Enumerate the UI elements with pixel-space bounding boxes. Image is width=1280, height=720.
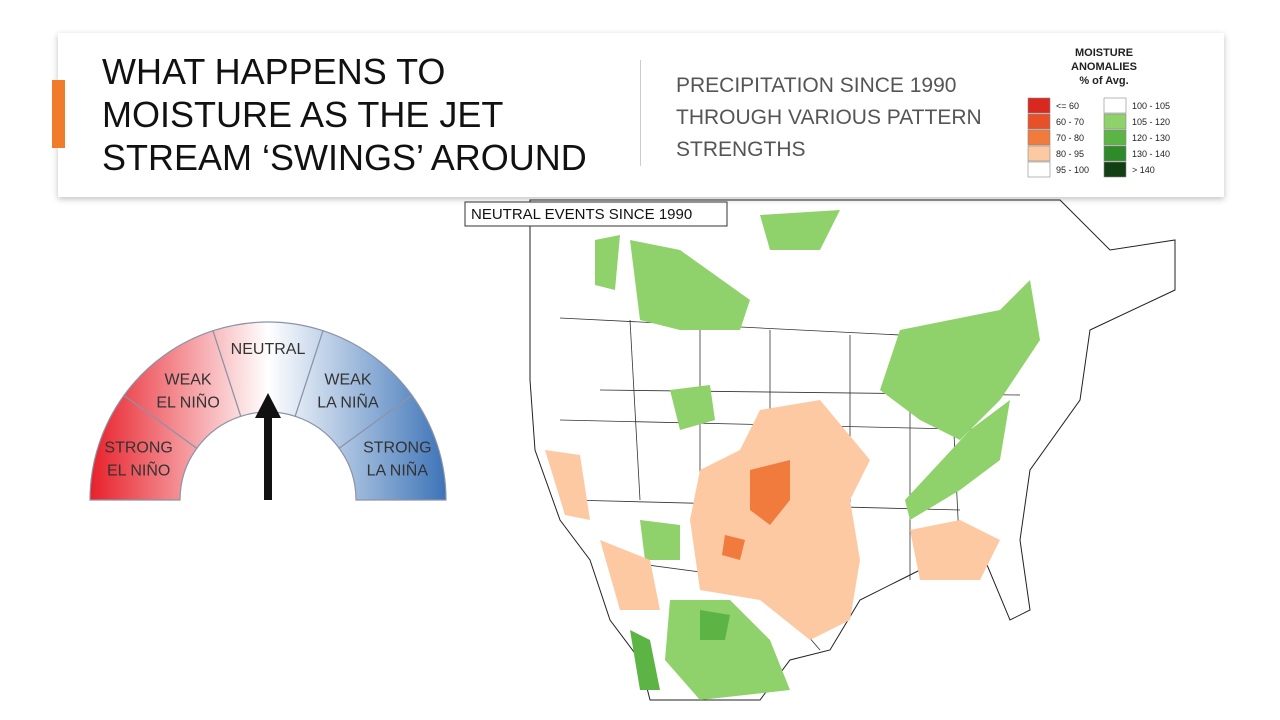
gauge-label: EL NIÑO [107, 459, 170, 479]
legend-title: MOISTURE [1075, 47, 1133, 59]
gauge-label: NEUTRAL [231, 341, 306, 358]
gauge-arrow [255, 393, 281, 500]
gauge-label: STRONG [104, 439, 172, 456]
gauge-label: WEAK [164, 371, 211, 388]
subtitle-line: PRECIPITATION SINCE 1990 [676, 74, 957, 97]
gauge-label: EL NIÑO [156, 391, 219, 411]
legend: MOISTURE ANOMALIES % of Avg. <= 60 60 - 70 70… [1027, 47, 1170, 178]
legend-label: 95 - 100 [1056, 165, 1089, 175]
legend-swatch [1103, 129, 1127, 146]
legend-swatch [1103, 161, 1127, 178]
accent-bar [52, 80, 65, 148]
subtitle: PRECIPITATION SINCE 1990 THROUGH VARIOUS… [676, 70, 982, 166]
title-line: MOISTURE AS THE JET [102, 94, 504, 135]
legend-title: ANOMALIES [1071, 61, 1137, 73]
subtitle-line: STRENGTHS [676, 138, 806, 161]
gauge-segment [338, 394, 447, 501]
legend-swatch [1103, 145, 1127, 162]
legend-swatch [1027, 113, 1051, 130]
legend-swatch [1027, 145, 1051, 162]
legend-swatch [1027, 129, 1051, 146]
title: WHAT HAPPENS TO MOISTURE AS THE JET STRE… [102, 50, 587, 179]
map-label-box [464, 201, 728, 227]
legend-label: 130 - 140 [1132, 149, 1170, 159]
legend-swatch [1027, 161, 1051, 178]
gauge-label: WEAK [324, 371, 371, 388]
map-label: NEUTRAL EVENTS SINCE 1990 [471, 206, 692, 223]
legend-label: > 140 [1132, 165, 1155, 175]
subtitle-line: THROUGH VARIOUS PATTERN [676, 106, 982, 129]
legend-swatch [1103, 113, 1127, 130]
legend-label: 105 - 120 [1132, 117, 1170, 127]
legend-label: <= 60 [1056, 101, 1079, 111]
legend-title: % of Avg. [1079, 75, 1128, 87]
title-line: STREAM ‘SWINGS’ AROUND [102, 137, 587, 178]
title-line: WHAT HAPPENS TO [102, 51, 446, 92]
anomaly-areas [545, 210, 1040, 700]
gauge: STRONG EL NIÑO WEAK EL NIÑO NEUTRAL WEAK LA NI… [89, 321, 447, 501]
legend-label: 80 - 95 [1056, 149, 1084, 159]
legend-label: 120 - 130 [1132, 133, 1170, 143]
divider [640, 60, 641, 166]
gauge-label: LA NIÑA [367, 459, 429, 479]
legend-label: 70 - 80 [1056, 133, 1084, 143]
gauge-label: LA NIÑA [317, 391, 379, 411]
legend-label: 60 - 70 [1056, 117, 1084, 127]
legend-swatch [1103, 97, 1127, 114]
legend-label: 100 - 105 [1132, 101, 1170, 111]
legend-swatch [1027, 97, 1051, 114]
gauge-label: STRONG [363, 439, 431, 456]
